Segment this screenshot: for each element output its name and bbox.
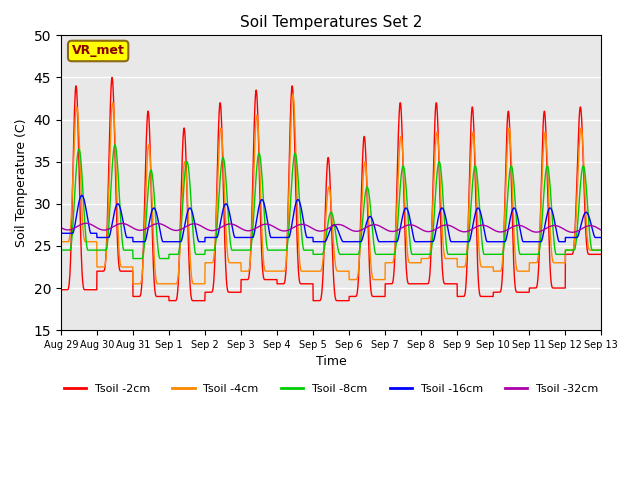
Tsoil -32cm xyxy=(151,221,159,227)
Text: VR_met: VR_met xyxy=(72,45,125,58)
Line: Tsoil -32cm: Tsoil -32cm xyxy=(61,223,601,232)
Tsoil -2cm xyxy=(165,298,173,303)
Tsoil -16cm xyxy=(529,239,537,245)
Tsoil -2cm xyxy=(264,277,272,283)
Tsoil -16cm xyxy=(151,206,159,212)
Tsoil -2cm xyxy=(108,74,116,80)
Tsoil -16cm xyxy=(57,230,65,236)
Tsoil -4cm xyxy=(118,264,126,270)
Tsoil -8cm xyxy=(288,177,296,183)
Tsoil -4cm xyxy=(289,92,297,97)
Tsoil -16cm xyxy=(129,239,137,245)
Line: Tsoil -2cm: Tsoil -2cm xyxy=(61,77,601,300)
Tsoil -32cm xyxy=(264,221,272,227)
Tsoil -2cm xyxy=(57,287,65,293)
Tsoil -4cm xyxy=(129,281,137,287)
Line: Tsoil -16cm: Tsoil -16cm xyxy=(61,195,601,242)
Tsoil -4cm xyxy=(587,247,595,253)
Tsoil -32cm xyxy=(288,226,296,231)
Tsoil -8cm xyxy=(129,256,137,262)
Legend: Tsoil -2cm, Tsoil -4cm, Tsoil -8cm, Tsoil -16cm, Tsoil -32cm: Tsoil -2cm, Tsoil -4cm, Tsoil -8cm, Tsoi… xyxy=(60,379,603,398)
Tsoil -8cm xyxy=(587,243,595,249)
Tsoil -4cm xyxy=(597,247,605,253)
Tsoil -2cm xyxy=(587,252,595,257)
Tsoil -8cm xyxy=(264,247,272,253)
Tsoil -32cm xyxy=(119,221,127,227)
Tsoil -2cm xyxy=(529,285,537,291)
Tsoil -16cm xyxy=(288,221,296,227)
Tsoil -16cm xyxy=(78,192,86,198)
Tsoil -16cm xyxy=(119,216,127,222)
Line: Tsoil -8cm: Tsoil -8cm xyxy=(61,145,601,259)
Tsoil -8cm xyxy=(529,252,537,257)
Tsoil -2cm xyxy=(288,84,296,90)
Tsoil -8cm xyxy=(597,247,605,253)
Tsoil -32cm xyxy=(83,220,90,226)
Tsoil -4cm xyxy=(151,263,159,269)
Tsoil -4cm xyxy=(264,268,272,274)
Tsoil -4cm xyxy=(57,239,65,245)
Tsoil -8cm xyxy=(119,242,127,248)
Tsoil -4cm xyxy=(288,102,296,108)
Tsoil -2cm xyxy=(119,268,127,274)
Tsoil -32cm xyxy=(57,225,65,230)
X-axis label: Time: Time xyxy=(316,355,346,369)
Tsoil -4cm xyxy=(529,260,537,265)
Tsoil -8cm xyxy=(57,247,65,253)
Tsoil -8cm xyxy=(111,142,119,148)
Title: Soil Temperatures Set 2: Soil Temperatures Set 2 xyxy=(240,15,422,30)
Tsoil -8cm xyxy=(151,204,159,209)
Tsoil -32cm xyxy=(568,229,576,235)
Tsoil -32cm xyxy=(529,228,536,234)
Tsoil -16cm xyxy=(264,225,272,230)
Line: Tsoil -4cm: Tsoil -4cm xyxy=(61,95,601,284)
Tsoil -2cm xyxy=(597,252,605,257)
Tsoil -32cm xyxy=(587,223,595,228)
Tsoil -16cm xyxy=(587,221,595,227)
Tsoil -2cm xyxy=(151,287,159,292)
Tsoil -32cm xyxy=(597,227,605,233)
Y-axis label: Soil Temperature (C): Soil Temperature (C) xyxy=(15,119,28,247)
Tsoil -16cm xyxy=(597,235,605,240)
